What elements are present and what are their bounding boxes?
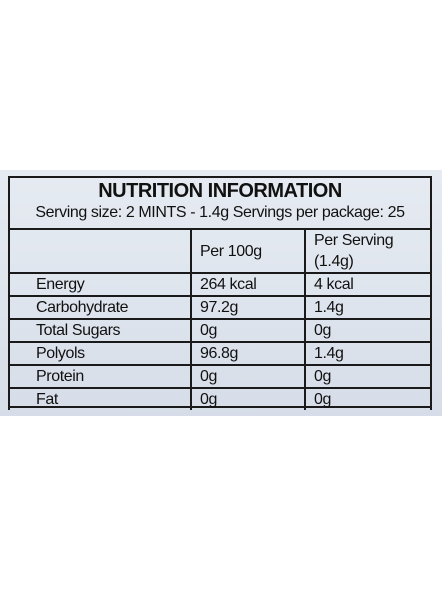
cell: 0g [190,364,306,389]
cell: 0g [304,318,432,343]
nutrient: Protein [8,364,192,389]
cell: 4 kcal [304,272,432,297]
nutrient: Energy [8,272,192,297]
label-border: NUTRITION INFORMATION Serving size: 2 MI… [8,176,432,410]
cell: 0g [304,387,432,410]
serving-info: Serving size: 2 MINTS - 1.4g Servings pe… [35,204,405,221]
row: Total Sugars 0g 0g [8,318,432,343]
nutrient: Fat [8,387,192,410]
row: Energy 264 kcal 4 kcal [8,272,432,297]
column-header: Per 100g [190,228,306,274]
nutrient: Total Sugars [8,318,192,343]
row: Polyols 96.8g 1.4g [8,341,432,366]
cell: 1.4g [304,295,432,320]
row: Carbohydrate 97.2g 1.4g [8,295,432,320]
header-row: Per 100g Per Serving (1.4g) [8,228,432,274]
cell: 96.8g [190,341,306,366]
cell: 0g [304,364,432,389]
row: Fat 0g 0g [8,387,432,410]
cell: 1.4g [304,341,432,366]
column-header: Per Serving (1.4g) [304,228,432,274]
nutrition-table: Per 100g Per Serving (1.4g) Energy 264 kc… [8,228,432,410]
nutrient: Polyols [8,341,192,366]
row: Protein 0g 0g [8,364,432,389]
cell: 0g [190,387,306,410]
cell: 264 kcal [190,272,306,297]
cell: 0g [190,318,306,343]
nutrition-label: NUTRITION INFORMATION Serving size: 2 MI… [0,170,442,416]
cell: 97.2g [190,295,306,320]
nutrient: Carbohydrate [8,295,192,320]
corner-cell [8,228,192,274]
title: NUTRITION INFORMATION [98,180,342,202]
